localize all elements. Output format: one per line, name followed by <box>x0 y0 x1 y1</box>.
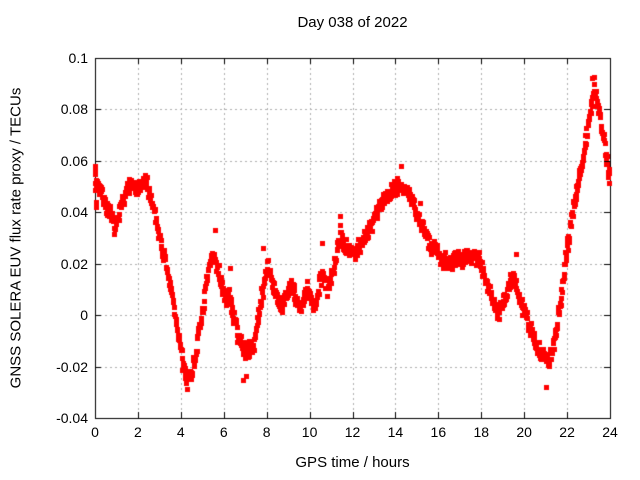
x-axis-label: GPS time / hours <box>295 454 410 471</box>
y-tick-label: -0.04 <box>56 410 88 426</box>
chart-title: Day 038 of 2022 <box>297 14 408 31</box>
y-axis-label: GNSS SOLERA EUV flux rate proxy / TECUs <box>7 87 25 389</box>
x-tick-label: 6 <box>219 424 228 440</box>
y-tick-label: -0.02 <box>56 358 88 375</box>
x-tick-label: 18 <box>473 424 490 440</box>
y-tick-label: 0.02 <box>60 255 88 272</box>
y-tick-label: 0 <box>80 307 88 324</box>
x-tick-label: 8 <box>262 424 271 440</box>
y-tick-label: 0.06 <box>60 152 88 169</box>
x-tick-label: 12 <box>344 424 361 440</box>
x-tick-label: 0 <box>91 424 99 440</box>
y-tick-label: 0.04 <box>60 204 88 221</box>
x-tick-label: 2 <box>134 424 142 440</box>
x-tick-label: 22 <box>559 424 575 440</box>
x-tick-label: 20 <box>516 424 532 440</box>
x-tick-label: 4 <box>176 424 185 440</box>
y-tick-label: 0.08 <box>60 101 88 118</box>
y-tick-label: 0.1 <box>68 50 88 66</box>
x-tick-label: 10 <box>301 424 318 440</box>
x-tick-label: 14 <box>387 424 404 440</box>
x-tick-label: 24 <box>602 424 618 440</box>
x-tick-label: 16 <box>430 424 447 440</box>
